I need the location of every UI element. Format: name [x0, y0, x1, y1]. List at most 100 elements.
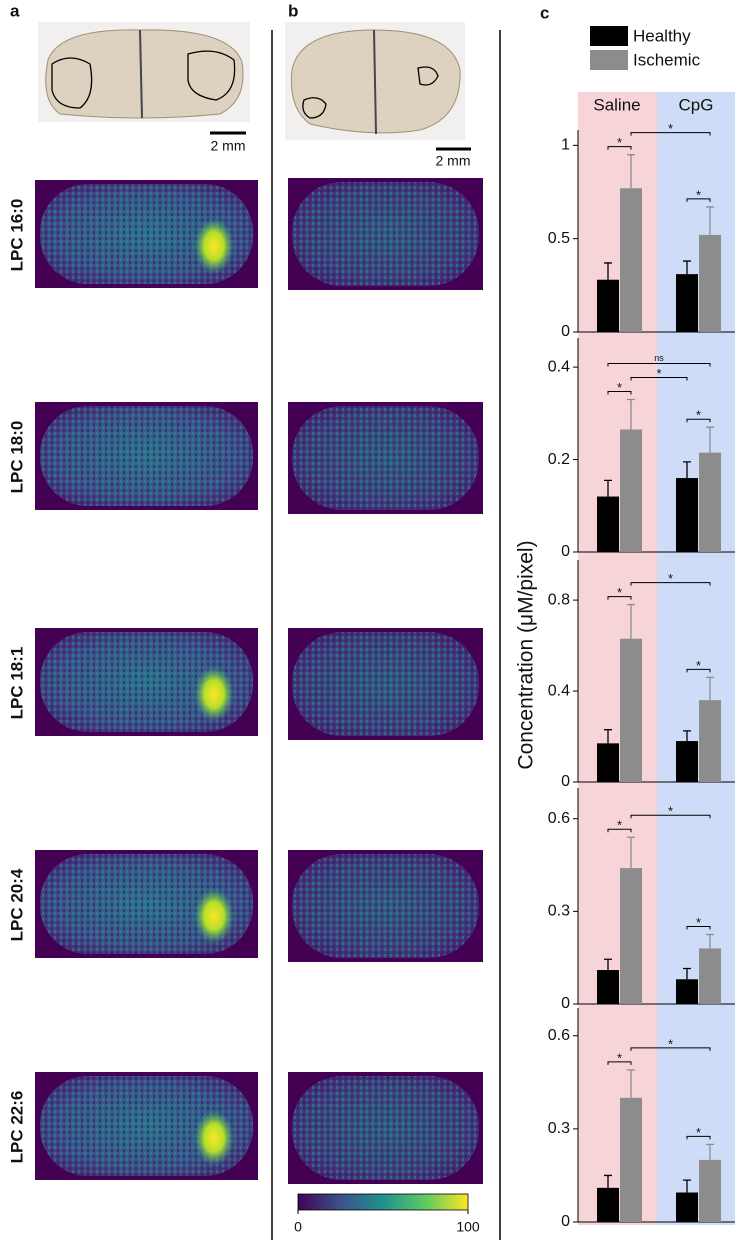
panel-label: a — [10, 1, 20, 20]
error-bar — [683, 730, 691, 742]
significance-bracket — [630, 814, 711, 819]
y-tick-label: 0 — [561, 543, 570, 560]
significance-bracket — [607, 828, 632, 833]
significance-bracket — [686, 418, 711, 423]
scale-bar-label: 2 mm — [211, 138, 246, 154]
error-bar — [683, 1179, 691, 1193]
panel-label: b — [288, 1, 298, 20]
significance-label: * — [696, 1125, 701, 1140]
y-tick-label: 0.8 — [548, 591, 570, 608]
y-tick-label: 1 — [561, 137, 570, 154]
scale-bar-label: 2 mm — [436, 153, 471, 169]
significance-bracket — [630, 582, 711, 586]
colorbar-tick-label: 0 — [294, 1219, 302, 1235]
bar — [597, 970, 619, 1004]
heatmap-b — [288, 850, 483, 962]
significance-label: * — [668, 1036, 673, 1051]
y-tick-label: 0.6 — [548, 810, 570, 827]
significance-bracket — [686, 668, 711, 673]
error-bar — [706, 1143, 714, 1160]
error-bar — [627, 154, 635, 189]
significance-bracket — [607, 146, 632, 150]
heatmap-hotspot — [194, 888, 234, 944]
error-bar — [683, 461, 691, 479]
error-bar — [683, 967, 691, 980]
heatmap-speck — [292, 854, 479, 958]
heatmap-b — [288, 628, 483, 740]
heatmap-speck — [292, 406, 479, 510]
significance-label: ns — [654, 353, 664, 363]
bar — [597, 743, 619, 782]
bar — [676, 1192, 698, 1222]
error-bar — [706, 676, 714, 701]
bar — [597, 1187, 619, 1222]
bar — [676, 979, 698, 1004]
significance-label: * — [696, 658, 701, 673]
heatmap-a — [35, 850, 258, 958]
bar — [620, 429, 642, 552]
significance-label: * — [617, 585, 622, 600]
row-label: LPC 22:6 — [7, 1091, 26, 1164]
y-tick-label: 0.4 — [548, 682, 570, 699]
y-axis-label: Concentration (μM/pixel) — [515, 540, 538, 769]
colorbar-tick-label: 100 — [456, 1219, 480, 1235]
significance-label: * — [617, 135, 622, 150]
significance-bracket — [607, 390, 632, 395]
heatmap-b — [288, 402, 483, 514]
y-tick-label: 0 — [561, 1213, 570, 1230]
error-bar — [683, 260, 691, 275]
significance-bracket — [607, 1061, 632, 1065]
heatmap-a — [35, 180, 258, 288]
heatmap-speck — [292, 182, 479, 286]
panel-label: c — [540, 3, 549, 22]
bar — [676, 478, 698, 552]
row-label: LPC 20:4 — [7, 868, 26, 941]
heatmap-hotspot — [194, 1110, 234, 1166]
error-bar — [604, 958, 612, 971]
y-tick-label: 0.6 — [548, 1027, 570, 1044]
heatmap-a — [35, 1072, 258, 1180]
y-tick-label: 0.5 — [548, 230, 570, 247]
histology-b — [285, 22, 465, 140]
error-bar — [627, 604, 635, 639]
error-bar — [706, 206, 714, 235]
significance-bracket — [686, 198, 711, 202]
row-label: LPC 18:0 — [7, 421, 26, 494]
heatmap-speck — [40, 406, 253, 506]
significance-label: * — [656, 366, 661, 381]
significance-label: * — [617, 380, 622, 395]
error-bar — [604, 729, 612, 744]
y-tick-label: 0 — [561, 995, 570, 1012]
bar — [597, 279, 619, 332]
y-tick-label: 0 — [561, 773, 570, 790]
legend-label: Ischemic — [633, 50, 701, 69]
significance-label: * — [617, 1050, 622, 1065]
heatmap-b — [288, 178, 483, 290]
bar — [699, 234, 721, 332]
legend-swatch — [590, 26, 628, 46]
heatmap-speck — [292, 1076, 479, 1180]
heatmap-hotspot — [194, 218, 234, 274]
error-bar — [706, 933, 714, 949]
error-bar — [627, 398, 635, 430]
error-bar — [706, 426, 714, 453]
error-bar — [627, 1069, 635, 1098]
significance-bracket — [630, 132, 711, 136]
heatmap-speck — [292, 632, 479, 736]
heatmap-a — [35, 402, 258, 510]
group-label: CpG — [679, 95, 714, 114]
significance-label: * — [696, 915, 701, 930]
heatmap-a — [35, 628, 258, 736]
bar — [699, 948, 721, 1004]
y-tick-label: 0.2 — [548, 451, 570, 468]
error-bar — [604, 479, 612, 497]
heatmap-b — [288, 1072, 483, 1184]
error-bar — [627, 836, 635, 869]
bar — [597, 496, 619, 552]
legend-swatch — [590, 50, 628, 70]
bar — [620, 188, 642, 332]
bar — [676, 274, 698, 332]
significance-label: * — [668, 571, 673, 586]
significance-label: * — [696, 187, 701, 202]
significance-label: * — [668, 804, 673, 819]
